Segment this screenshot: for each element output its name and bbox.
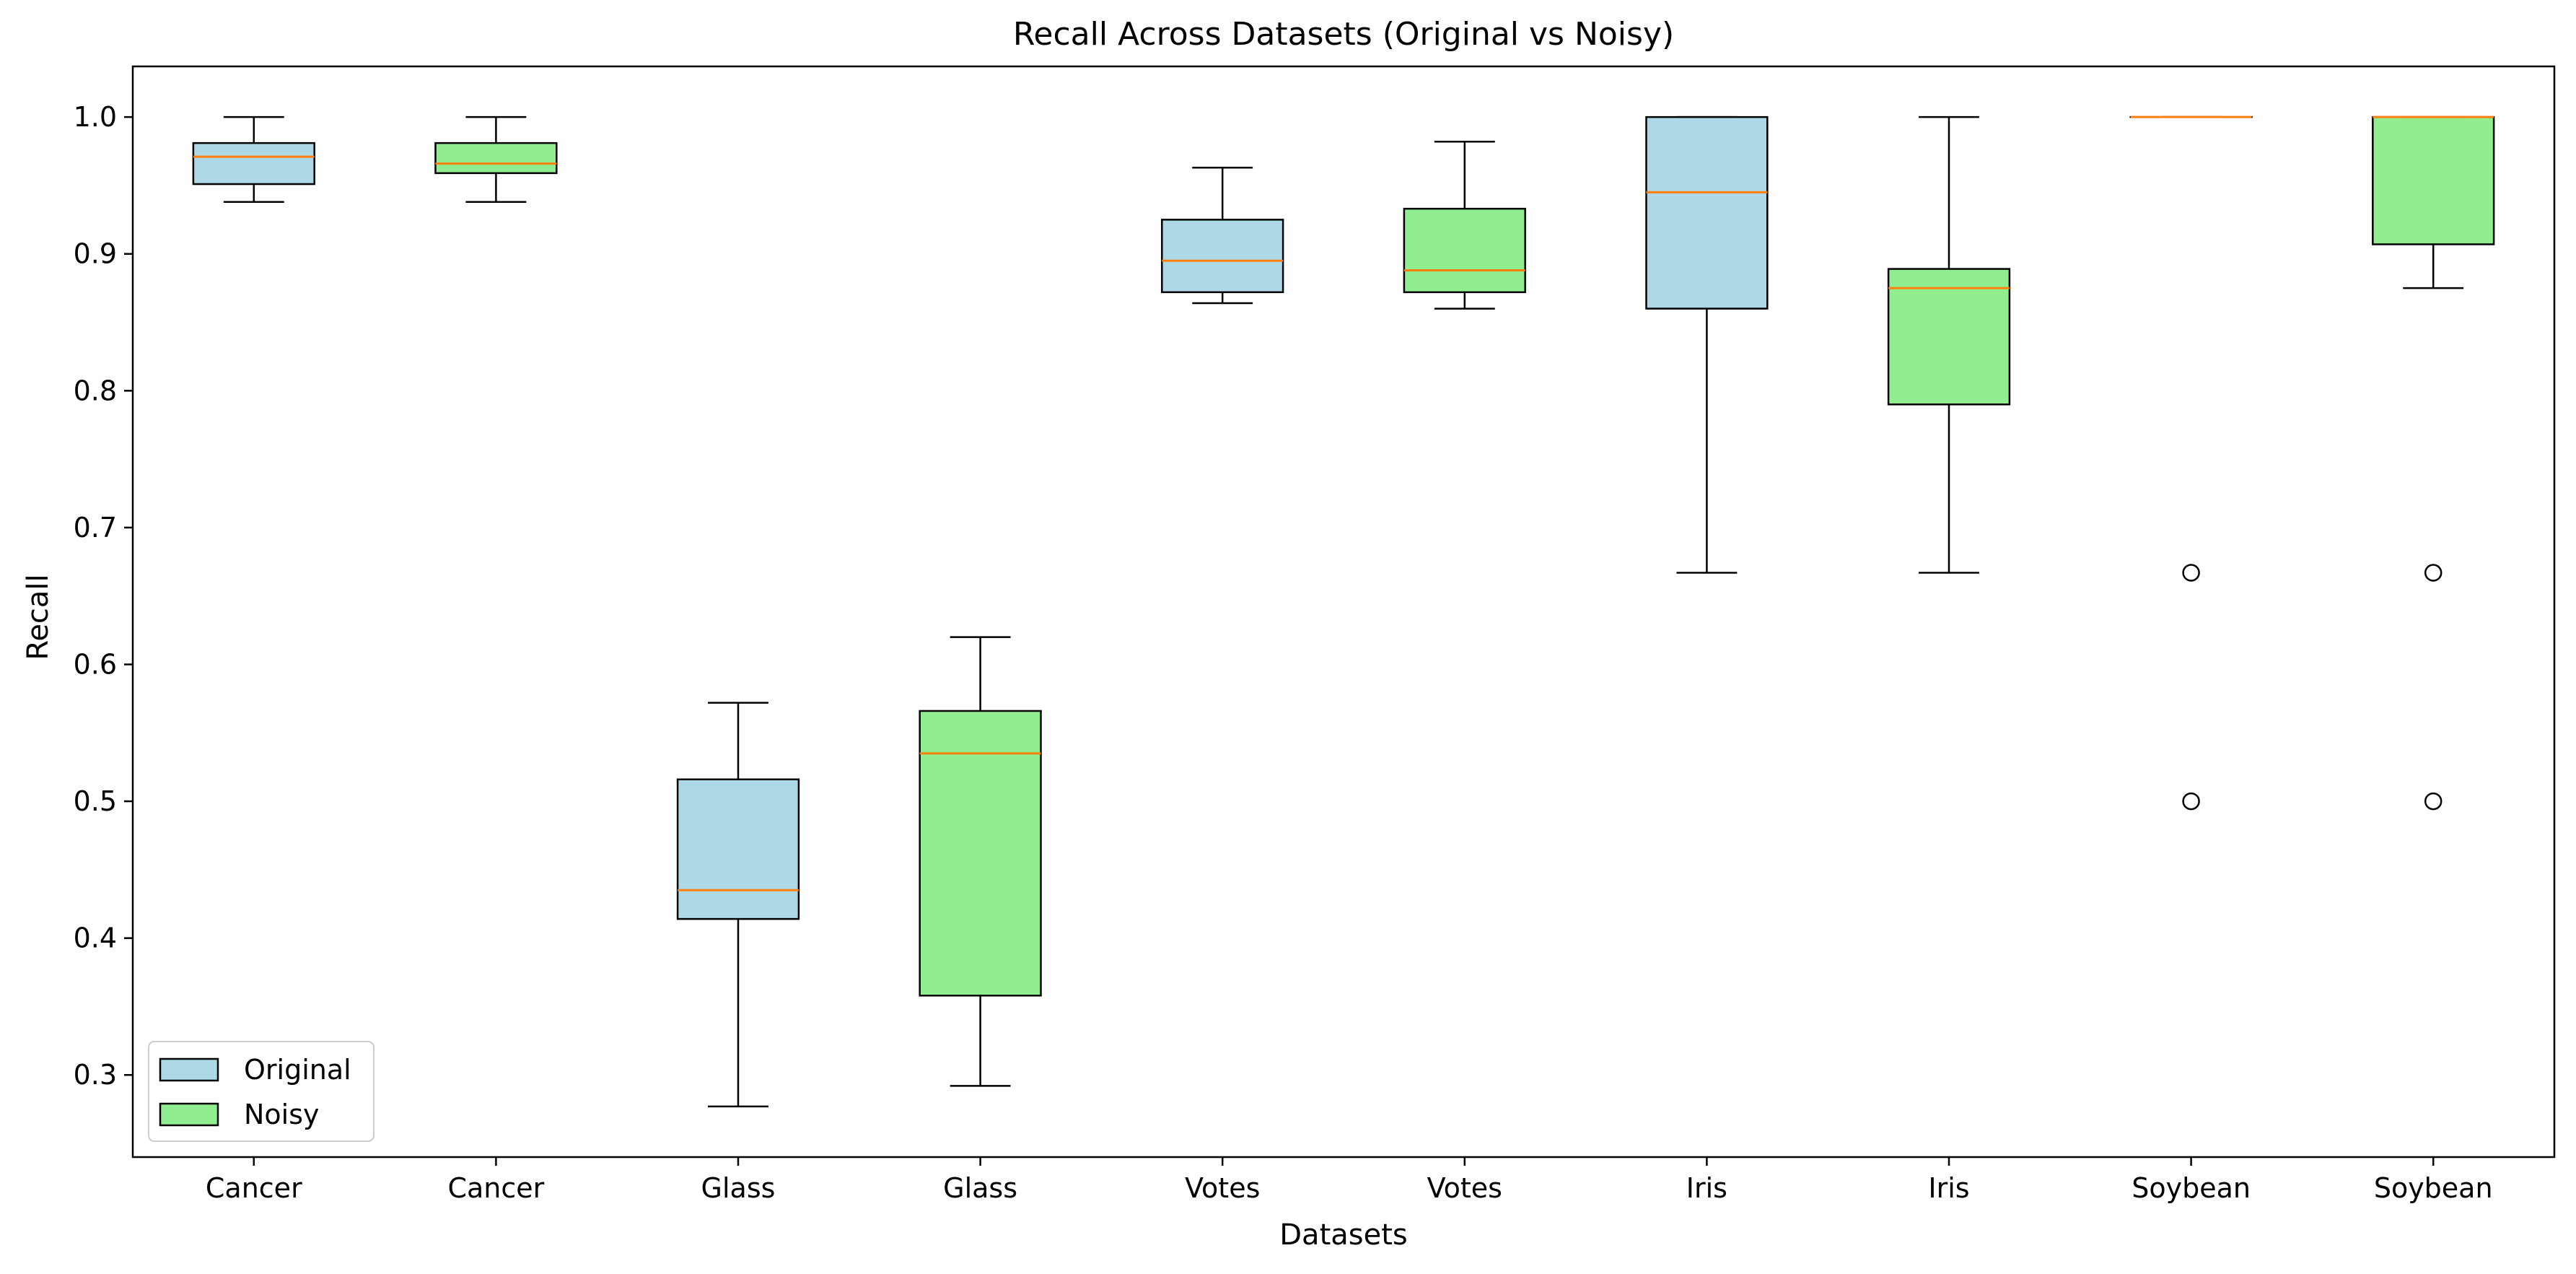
y-tick-label: 1.0 xyxy=(74,101,117,133)
x-tick-label: Votes xyxy=(1427,1172,1502,1204)
outlier-point xyxy=(2182,792,2200,811)
y-tick-label: 0.4 xyxy=(74,922,117,954)
box-body xyxy=(1887,268,2011,406)
box-iris-original xyxy=(1645,115,1769,574)
plot-frame xyxy=(131,65,2556,1159)
plot-area xyxy=(192,115,2495,1108)
box-body xyxy=(192,141,315,186)
box-soybean-noisy xyxy=(2372,115,2495,811)
legend: Original Noisy xyxy=(148,1041,374,1142)
y-tick-label: 0.9 xyxy=(74,238,117,270)
outlier-point xyxy=(2424,564,2443,582)
box-votes-original xyxy=(1161,167,1284,305)
y-tick-label: 0.7 xyxy=(74,512,117,544)
y-axis-label: Recall xyxy=(22,574,55,660)
box-body xyxy=(1403,207,1526,294)
x-axis-label: Datasets xyxy=(1279,1218,1407,1252)
box-soybean-original xyxy=(2129,115,2253,811)
x-tick-label: Soybean xyxy=(2132,1172,2251,1204)
box-cancer-noisy xyxy=(434,115,558,203)
outlier-point xyxy=(2424,792,2443,811)
x-tick-label: Votes xyxy=(1185,1172,1260,1204)
y-axis: 0.3 0.4 0.5 0.6 0.7 0.8 0.9 1.0 xyxy=(74,101,133,1091)
legend-label-original: Original xyxy=(244,1054,351,1086)
box-body xyxy=(434,141,558,175)
x-tick-label: Cancer xyxy=(206,1172,302,1204)
box-body xyxy=(2372,115,2495,245)
x-tick-label: Iris xyxy=(1928,1172,1969,1204)
legend-label-noisy: Noisy xyxy=(244,1099,320,1130)
y-tick-label: 0.6 xyxy=(74,648,117,680)
box-votes-noisy xyxy=(1403,141,1526,310)
box-body xyxy=(676,778,800,920)
outlier-point xyxy=(2182,564,2200,582)
box-body xyxy=(919,710,1042,997)
x-axis: Cancer Cancer Glass Glass Votes Votes Iris Iris… xyxy=(206,1157,2493,1204)
y-tick-label: 0.8 xyxy=(74,375,117,406)
y-tick-label: 0.3 xyxy=(74,1059,117,1091)
box-glass-noisy xyxy=(919,636,1042,1087)
x-tick-label: Iris xyxy=(1686,1172,1727,1204)
box-body xyxy=(1645,115,1769,310)
box-cancer-original xyxy=(192,115,315,203)
chart-title: Recall Across Datasets (Original vs Nois… xyxy=(1013,16,1674,53)
box-iris-noisy xyxy=(1887,115,2011,574)
x-tick-label: Cancer xyxy=(447,1172,544,1204)
x-tick-label: Soybean xyxy=(2374,1172,2493,1204)
legend-swatch-noisy xyxy=(159,1102,219,1127)
x-tick-label: Glass xyxy=(701,1172,776,1204)
box-glass-original xyxy=(676,702,800,1108)
box-body xyxy=(1161,219,1284,294)
x-tick-label: Glass xyxy=(943,1172,1017,1204)
y-tick-label: 0.5 xyxy=(74,785,117,817)
legend-swatch-original xyxy=(159,1057,219,1082)
